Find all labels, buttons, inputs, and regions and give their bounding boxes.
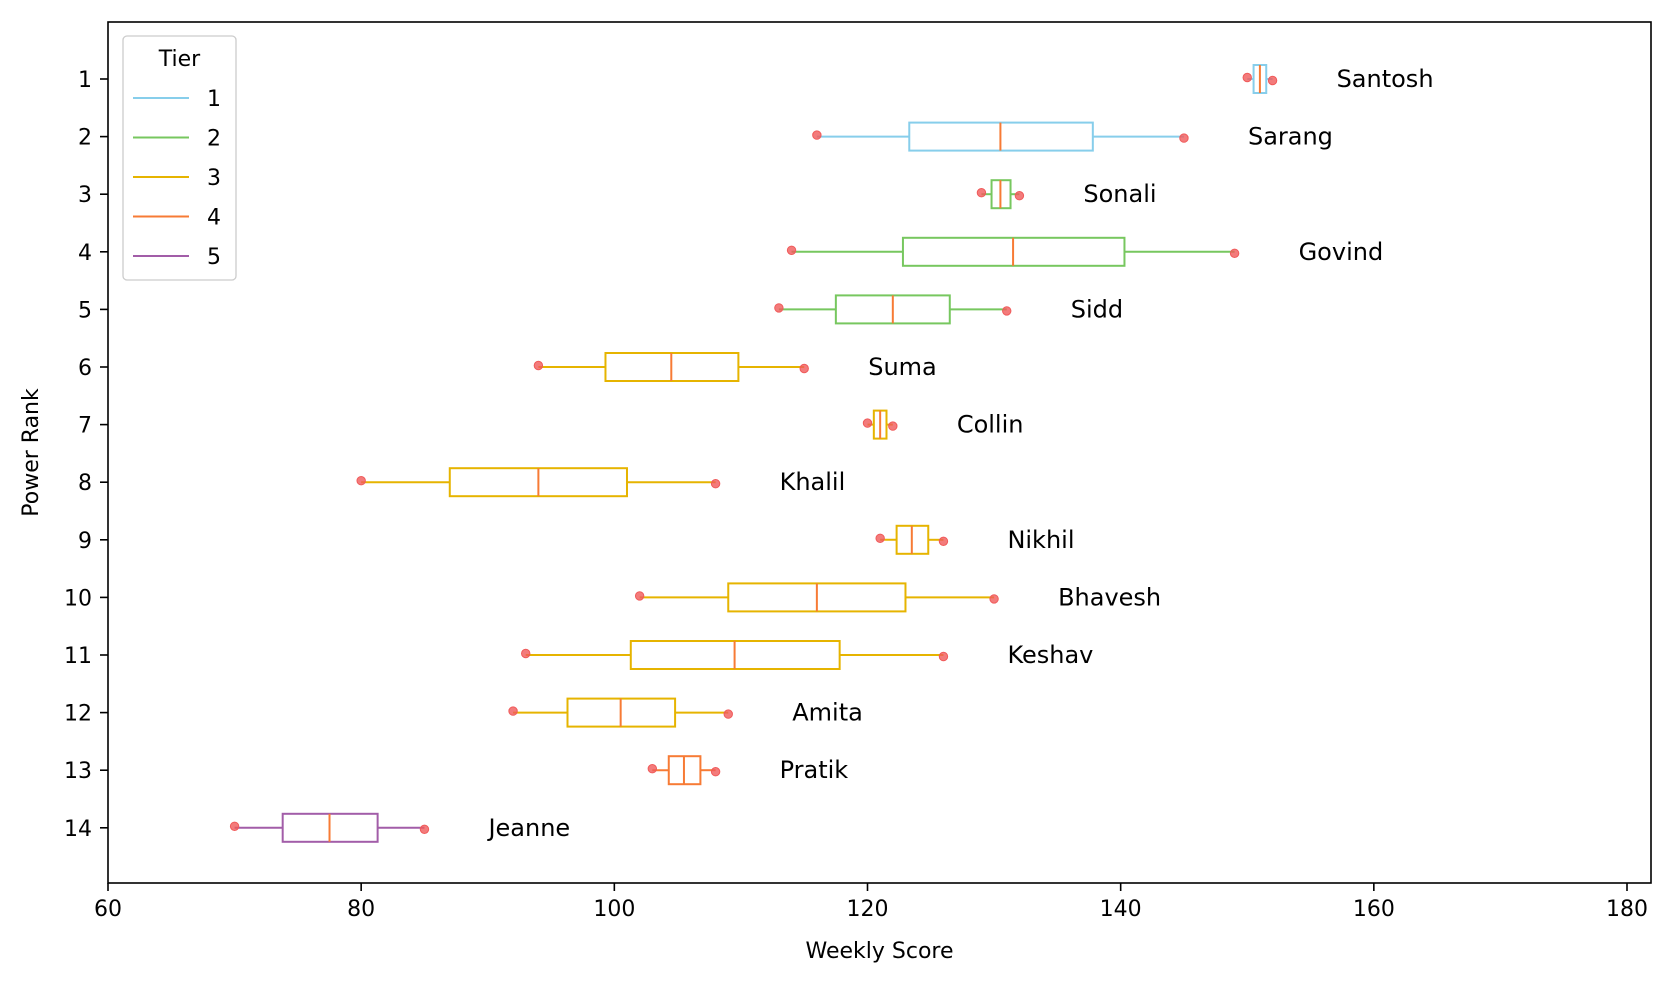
y-tick-label: 13 — [64, 759, 92, 784]
score-point — [229, 821, 240, 831]
y-tick-label: 8 — [78, 471, 92, 496]
score-point — [533, 360, 544, 371]
score-point — [938, 651, 949, 662]
score-point — [1002, 306, 1012, 316]
score-point — [1229, 248, 1240, 259]
score-point — [862, 418, 873, 428]
player-group-khalil: Khalil — [356, 467, 846, 498]
player-label: Bhavesh — [1058, 583, 1161, 611]
y-tick-label: 11 — [64, 644, 92, 669]
player-group-collin: Collin — [862, 409, 1024, 440]
legend-entry-2: 2 — [133, 127, 221, 152]
y-tick-label: 4 — [78, 241, 92, 266]
x-axis: 60 80 100 120 140 160 180 — [94, 883, 1648, 922]
score-point — [356, 476, 366, 486]
legend-box — [122, 35, 237, 281]
x-tick-label: 80 — [347, 897, 375, 922]
player-label: Khalil — [780, 468, 846, 496]
plot-frame — [107, 21, 1652, 884]
score-point — [989, 594, 999, 604]
legend-entry-4: 4 — [133, 206, 221, 231]
x-tick-label: 180 — [1606, 897, 1648, 922]
score-point — [647, 764, 658, 774]
plot-area: Santosh Sarang Sonali Govind Sidd Suma Collin K… — [229, 64, 1434, 843]
legend: Tier 1 2 3 4 5 — [122, 35, 237, 281]
player-label: Santosh — [1337, 65, 1434, 93]
player-group-govind: Govind — [786, 236, 1384, 267]
y-tick-label: 5 — [78, 298, 92, 323]
player-label: Pratik — [780, 756, 849, 784]
score-point — [710, 479, 721, 489]
y-tick-label: 14 — [64, 817, 92, 842]
score-point — [774, 303, 784, 313]
score-point — [634, 591, 645, 601]
score-point — [521, 648, 531, 659]
legend-label: 4 — [207, 206, 221, 231]
score-point — [1267, 75, 1278, 86]
player-label: Sarang — [1248, 123, 1333, 151]
score-point — [1014, 191, 1025, 201]
score-point — [508, 706, 518, 716]
player-label: Jeanne — [486, 814, 570, 842]
y-tick-label: 12 — [64, 702, 92, 727]
score-point — [812, 130, 822, 140]
player-group-suma: Suma — [533, 352, 937, 382]
legend-label: 5 — [207, 245, 221, 270]
y-tick-label: 9 — [78, 529, 92, 554]
score-point — [786, 245, 797, 256]
legend-title: Tier — [158, 47, 201, 72]
player-group-jeanne: Jeanne — [229, 812, 570, 843]
player-label: Keshav — [1007, 641, 1093, 669]
x-tick-label: 100 — [593, 897, 635, 922]
score-point — [1179, 133, 1189, 143]
x-tick-label: 120 — [847, 897, 889, 922]
player-group-sidd: Sidd — [774, 294, 1123, 325]
player-group-sarang: Sarang — [812, 121, 1333, 152]
player-label: Nikhil — [1007, 526, 1074, 554]
player-group-santosh: Santosh — [1242, 64, 1434, 94]
player-group-pratik: Pratik — [647, 755, 849, 786]
player-group-sonali: Sonali — [976, 179, 1157, 210]
legend-label: 1 — [207, 87, 221, 112]
player-group-bhavesh: Bhavesh — [634, 582, 1161, 613]
y-tick-label: 2 — [78, 126, 92, 151]
player-group-keshav: Keshav — [521, 640, 1093, 670]
score-point — [710, 767, 721, 777]
legend-entry-5: 5 — [133, 245, 221, 270]
score-point — [723, 709, 733, 719]
y-tick-label: 7 — [78, 414, 92, 439]
player-label: Govind — [1299, 238, 1384, 266]
legend-entry-1: 1 — [133, 87, 221, 112]
y-axis-label: Power Rank — [19, 388, 44, 517]
x-tick-label: 60 — [94, 897, 122, 922]
y-tick-label: 1 — [78, 68, 92, 93]
player-group-nikhil: Nikhil — [875, 524, 1075, 555]
score-point — [799, 363, 809, 374]
legend-label: 2 — [207, 127, 221, 152]
legend-entry-3: 3 — [133, 166, 221, 191]
x-tick-label: 160 — [1353, 897, 1395, 922]
x-axis-label: Weekly Score — [805, 939, 953, 964]
score-point — [1242, 72, 1252, 83]
score-point — [976, 188, 987, 198]
player-label: Amita — [792, 699, 863, 727]
score-point — [875, 533, 885, 543]
player-label: Sidd — [1071, 295, 1123, 323]
x-tick-label: 140 — [1100, 897, 1142, 922]
player-label: Collin — [957, 411, 1024, 439]
player-group-amita: Amita — [508, 697, 863, 728]
score-point — [938, 536, 949, 546]
legend-label: 3 — [207, 166, 221, 191]
score-point — [419, 824, 430, 834]
player-label: Suma — [868, 353, 937, 381]
player-label: Sonali — [1083, 180, 1156, 208]
y-tick-label: 6 — [78, 356, 92, 381]
y-tick-label: 3 — [78, 183, 92, 208]
y-tick-label: 10 — [64, 586, 92, 611]
score-point — [888, 421, 898, 431]
